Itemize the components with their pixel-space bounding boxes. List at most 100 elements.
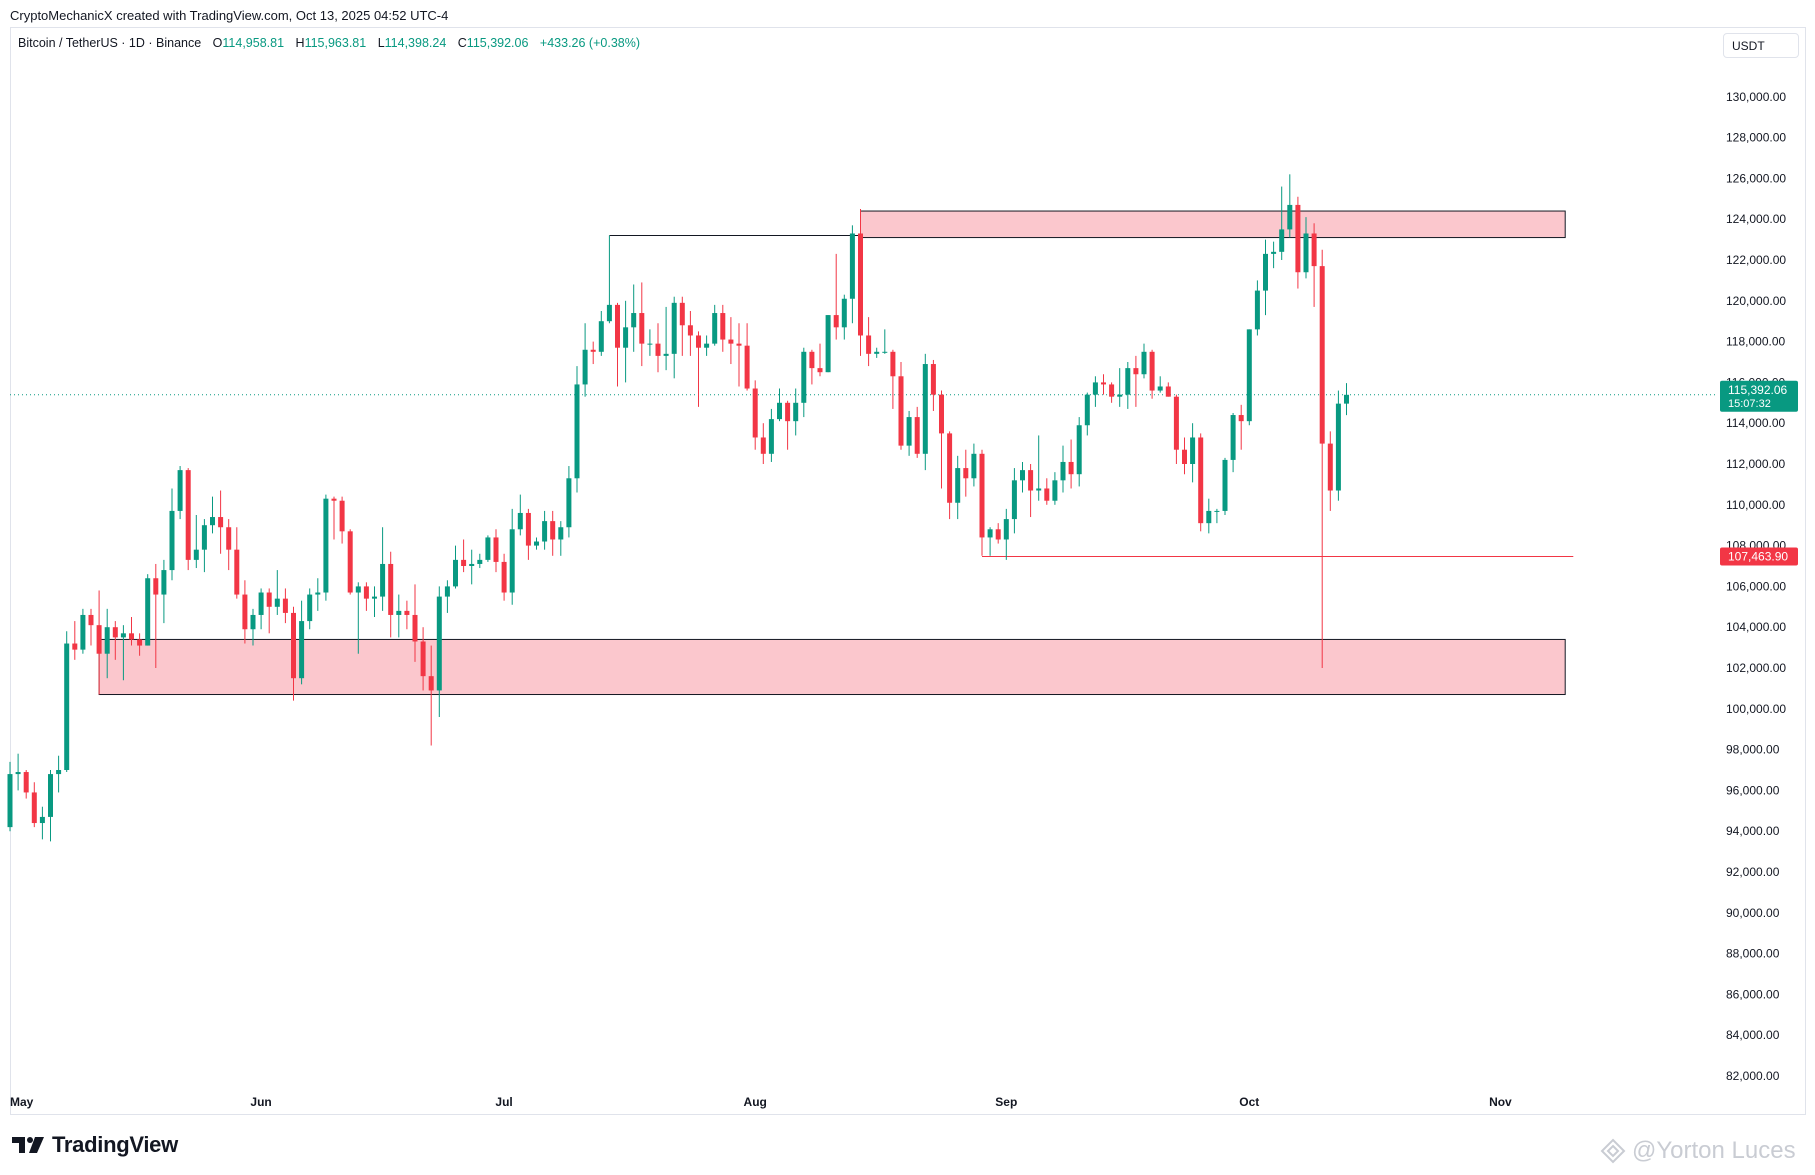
y-axis-tick-label: 90,000.00 [1726,906,1780,920]
x-axis-tick-label: Sep [995,1095,1017,1109]
last-price-label: 115,392.06 [1728,383,1787,397]
candle-body [890,351,896,377]
candle-body [453,559,458,587]
candle-body [728,339,734,344]
candle-body [631,313,637,328]
support-price-label: 107,463.90 [1728,550,1788,564]
candle-body [299,621,305,679]
y-axis-tick-label: 102,000.00 [1726,661,1786,675]
candle-body [291,612,296,679]
x-axis-tick-label: Oct [1239,1095,1259,1109]
candle-body [104,627,110,654]
candle-body [266,592,272,607]
candle-body [882,351,888,353]
candle-body [930,364,936,395]
candle-body [23,772,29,793]
y-axis-tick-label: 114,000.00 [1726,416,1785,430]
candle-body [1303,233,1309,273]
candle-body [849,233,855,299]
candle-body [201,525,207,550]
symbol-name[interactable]: Bitcoin / TetherUS · 1D · Binance [18,36,202,50]
candle-body [1011,480,1017,520]
y-axis-tick-label: 126,000.00 [1726,171,1786,185]
candle-body [1287,204,1293,230]
x-axis-tick-label: Jul [495,1095,512,1109]
y-axis-tick-label: 82,000.00 [1726,1069,1780,1083]
candle-body [193,549,199,560]
candle-body [1068,461,1074,475]
candle-body [696,335,701,348]
candle-body [979,453,985,538]
candle-body [404,610,410,615]
candle-body [145,578,151,646]
candle-body [129,633,134,640]
candle-body [744,345,750,389]
x-axis-tick-label: May [10,1095,34,1109]
candle-body [939,394,944,434]
candle-body [218,517,224,528]
candle-body [833,315,839,328]
candle-body [39,816,45,824]
open-value: 114,958.81 [222,36,285,50]
candle-body [655,343,661,356]
x-axis-tick-label: Nov [1489,1095,1512,1109]
candle-body [1344,394,1349,404]
candle-body [1157,386,1163,391]
candle-body [396,610,402,615]
candle-body [1060,461,1066,481]
candle-body [380,563,386,597]
candle-body [1003,519,1009,540]
candle-body [88,614,94,626]
candle-body [1246,329,1252,422]
candle-body [606,304,612,322]
candle-body [712,313,718,344]
candle-body [274,598,280,607]
candle-body [525,512,531,546]
candle-body [639,313,645,344]
candle-body [1222,459,1228,511]
candle-body [1028,470,1034,491]
chart-caption: CryptoMechanicX created with TradingView… [10,8,449,23]
candle-body [1173,396,1179,450]
low-label: L [377,36,385,50]
candle-body [1335,403,1341,491]
candle-body [372,596,377,599]
candle-body [1238,415,1244,422]
high-value: 115,963.81 [304,36,367,50]
candle-body [995,529,1001,540]
candle-body [15,772,21,775]
author-watermark: @Yorton Luces [1600,1137,1796,1165]
candle-body [501,561,507,593]
candle-body [1092,382,1098,395]
candle-body [412,614,418,642]
close-value: 115,392.06 [466,36,529,50]
candle-body [906,417,912,446]
candle-body [817,368,823,373]
bar-countdown-label: 15:07:32 [1728,398,1771,410]
candle-body [363,586,369,599]
y-axis-tick-label: 106,000.00 [1726,579,1786,593]
candle-body [444,586,450,597]
candle-body [242,594,248,630]
currency-selector[interactable]: USDT [1723,33,1799,58]
candle-body [1044,488,1050,501]
candle-body [493,537,499,562]
y-axis-tick-label: 94,000.00 [1726,824,1780,838]
candle-body [1133,368,1139,375]
candle-body [31,792,37,824]
candle-body [1125,368,1131,395]
candle-body [112,627,118,638]
y-axis-tick-label: 118,000.00 [1726,335,1785,349]
candle-body [1198,437,1204,524]
candle-body [339,500,345,532]
candle-body [388,563,394,615]
y-axis-tick-label: 88,000.00 [1726,947,1780,961]
candle-body [234,549,240,595]
tradingview-logo[interactable]: TradingView [12,1132,178,1158]
y-axis-tick-label: 104,000.00 [1726,620,1786,634]
open-label: O [212,36,223,50]
symbol-legend[interactable]: Bitcoin / TetherUS · 1D · Binance O114,9… [18,36,640,50]
last-price-badge [1720,380,1798,412]
candle-body [331,498,337,501]
